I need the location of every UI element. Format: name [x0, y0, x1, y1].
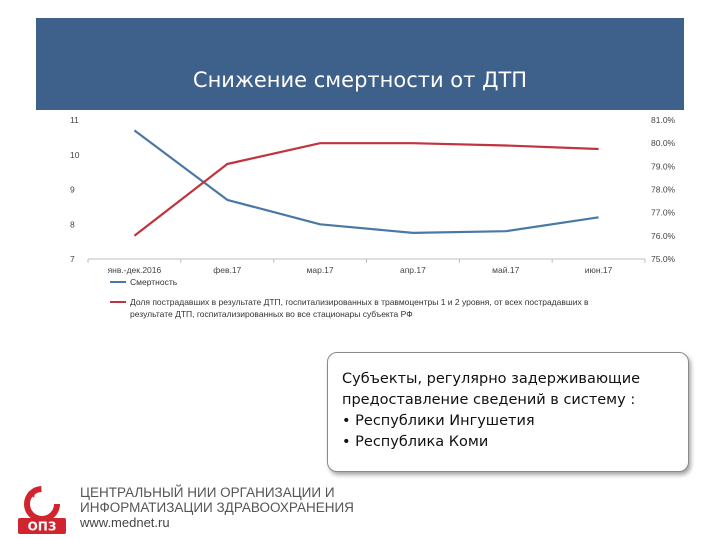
info-box-text: Субъекты, регулярно задерживающие предос…: [342, 369, 678, 453]
y-left-tick-label: 8: [70, 219, 75, 229]
legend-label-share: Доля пострадавших в результате ДТП, госп…: [130, 297, 589, 319]
x-tick-label: май.17: [492, 265, 519, 275]
x-tick-label: апр.17: [400, 265, 426, 275]
org-name-line1: ЦЕНТРАЛЬНЫЙ НИИ ОРГАНИЗАЦИИ И: [80, 485, 335, 500]
info-box: Субъекты, регулярно задерживающие предос…: [327, 352, 689, 472]
legend-item-share: Доля пострадавших в результате ДТП, госп…: [110, 296, 630, 320]
chart-legend: Смертность Доля пострадавших в результат…: [110, 276, 630, 328]
y-right-tick-label: 75.0%: [651, 254, 676, 264]
legend-item-mortality: Смертность: [110, 276, 630, 288]
info-box-line: • Республика Коми: [342, 434, 489, 450]
x-tick-label: мар.17: [307, 265, 334, 275]
y-right-tick-label: 81.0%: [651, 115, 676, 125]
logo-text: ОПЗ: [28, 520, 57, 534]
series-line-share: [133, 142, 599, 237]
org-logo-icon: ОПЗ: [18, 486, 66, 534]
x-tick-label: янв.-дек.2016: [108, 265, 162, 275]
y-left-tick-label: 7: [70, 254, 75, 264]
legend-label-mortality: Смертность: [130, 277, 178, 287]
y-right-tick-label: 77.0%: [651, 208, 676, 218]
legend-swatch-share: [110, 301, 126, 303]
y-right-tick-label: 78.0%: [651, 185, 676, 195]
header-banner: Снижение смертности от ДТП: [36, 18, 684, 110]
series-line-mortality: [133, 129, 599, 234]
org-url-link[interactable]: www.mednet.ru: [80, 515, 170, 530]
y-right-tick-label: 80.0%: [651, 138, 676, 148]
org-name: ЦЕНТРАЛЬНЫЙ НИИ ОРГАНИЗАЦИИ И ИНФОРМАТИЗ…: [80, 485, 354, 530]
legend-swatch-mortality: [110, 281, 126, 283]
line-chart: янв.-дек.2016 фев.17 мар.17 апр.17 май.17 июн…: [70, 115, 676, 275]
page-title: Снижение смертности от ДТП: [192, 68, 528, 92]
y-right-tick-label: 79.0%: [651, 161, 676, 171]
y-left-tick-label: 9: [70, 185, 75, 195]
y-left-tick-label: 11: [70, 115, 79, 125]
y-left-tick-label: 10: [70, 150, 80, 160]
x-tick-label: июн.17: [585, 265, 613, 275]
x-tick-label: фев.17: [213, 265, 241, 275]
info-box-line: предоставление сведений в систему :: [342, 392, 636, 408]
info-box-line: • Республики Ингушетия: [342, 413, 535, 429]
org-name-line2: ИНФОРМАТИЗАЦИИ ЗДРАВООХРАНЕНИЯ: [80, 500, 354, 515]
y-right-tick-label: 76.0%: [651, 231, 676, 241]
info-box-line: Субъекты, регулярно задерживающие: [342, 371, 641, 387]
